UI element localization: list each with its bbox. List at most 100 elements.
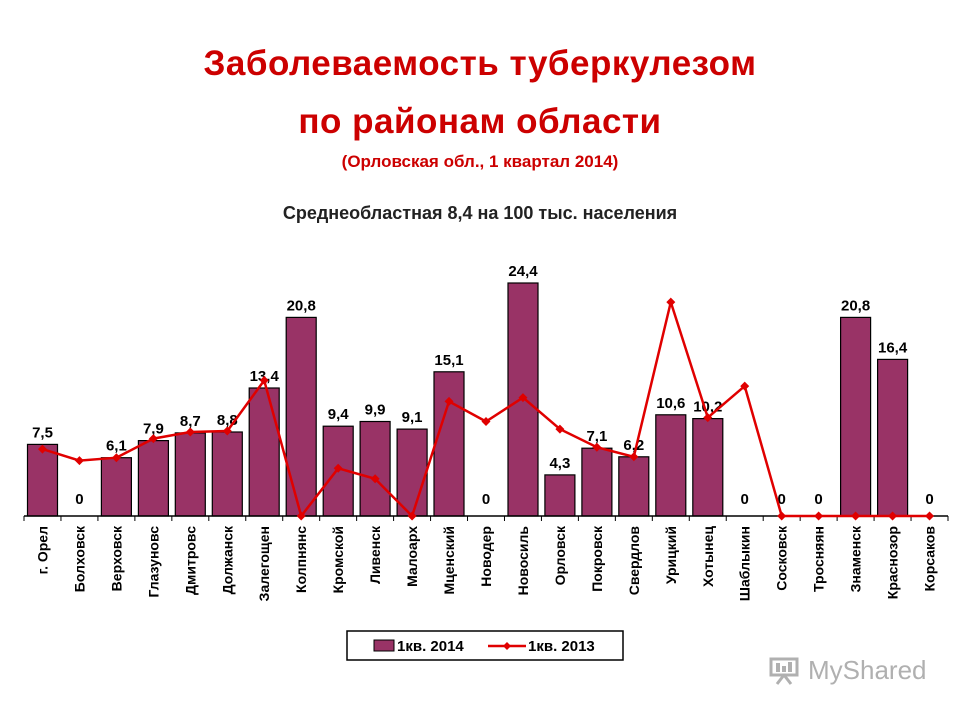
bar <box>137 440 169 517</box>
bar-value-label: 4,3 <box>549 455 570 472</box>
bar-data-labels: 7,506,17,98,78,813,420,89,49,99,115,1024… <box>32 263 934 508</box>
bar <box>876 358 909 517</box>
chart-title-line1: Заболеваемость туберкулезом <box>203 44 757 83</box>
line-point <box>777 511 787 521</box>
x-tick-label: Тросняян <box>811 526 827 592</box>
x-tick-label: Корсаков <box>922 526 938 592</box>
line-point <box>592 442 602 452</box>
line-series-2013 <box>37 297 935 521</box>
bar-value-label: 10,6 <box>656 395 685 412</box>
line-point <box>259 375 269 385</box>
line-point <box>444 396 454 406</box>
watermark: MyShared <box>768 655 927 686</box>
legend: 1кв. 2014 1кв. 2013 <box>346 630 624 661</box>
line-point <box>111 453 121 463</box>
bar <box>655 414 687 517</box>
bar-value-label: 24,4 <box>508 263 538 280</box>
line-point <box>666 297 676 307</box>
bar-value-label: 0 <box>741 491 749 508</box>
line-point <box>814 511 824 521</box>
x-axis-labels: г. Орел Болховск Верховск Глазуновс Дмитровс… <box>34 525 937 601</box>
x-tick-label: Урицкий <box>663 526 679 584</box>
bar-value-label: 7,1 <box>586 428 607 445</box>
x-tick-label: Глазуновс <box>145 526 161 598</box>
watermark-text: MyShared <box>808 655 927 685</box>
x-tick-label: Верховск <box>108 525 124 591</box>
x-tick-label: Должанск <box>219 525 235 594</box>
x-tick-label: Новодер <box>478 526 494 587</box>
x-tick-label: Мценский <box>441 526 457 595</box>
line-point <box>74 456 84 466</box>
line-point <box>851 511 861 521</box>
bar-value-label: 10,2 <box>693 399 722 416</box>
bar-value-label: 9,1 <box>402 409 423 426</box>
presentation-logo-icon <box>769 657 799 685</box>
bar <box>100 457 133 517</box>
bar-series-2014 <box>26 282 909 517</box>
x-tick-label: Залегощен <box>256 526 272 601</box>
bar-value-label: 7,9 <box>143 421 164 438</box>
bar-value-label: 0 <box>814 491 822 508</box>
bar <box>285 316 317 517</box>
line-point <box>703 413 713 423</box>
bar-value-label: 20,8 <box>841 297 870 314</box>
x-tick-label: Малоарх <box>404 526 420 587</box>
x-tick-label: Сосковск <box>774 525 790 591</box>
bar-value-label: 20,8 <box>287 297 316 314</box>
line-point <box>37 444 47 454</box>
x-tick-label: Новосиль <box>515 526 531 596</box>
bar-value-label: 9,4 <box>328 406 350 423</box>
x-tick-label: г. Орел <box>34 526 50 574</box>
x-tick-label: Знаменск <box>848 525 864 592</box>
bar <box>359 420 391 517</box>
legend-swatch-marker <box>503 642 511 650</box>
bar <box>211 431 243 517</box>
bar-value-label: 7,5 <box>32 424 53 441</box>
line-point <box>148 434 158 444</box>
bar <box>581 447 613 517</box>
bar <box>544 474 576 517</box>
bar <box>174 432 206 517</box>
bar <box>618 456 650 517</box>
x-tick-label: Покровск <box>589 525 605 592</box>
bar-value-label: 6,1 <box>106 438 127 455</box>
line-point <box>740 381 750 391</box>
chart-note: Среднеобластная 8,4 на 100 тыс. населени… <box>282 203 678 223</box>
x-tick-label: Кромской <box>330 526 346 593</box>
line-point <box>333 463 343 473</box>
line-point <box>222 426 232 436</box>
x-tick-label: Свердлов <box>626 526 642 596</box>
line-point <box>888 511 898 521</box>
x-tick-label: Краснозор <box>885 526 901 599</box>
legend-label-2013: 1кв. 2013 <box>528 638 595 655</box>
bar-value-label: 0 <box>925 491 933 508</box>
line-point <box>370 474 380 484</box>
legend-label-2014: 1кв. 2014 <box>397 638 464 655</box>
bar <box>26 443 59 517</box>
bar-value-label: 0 <box>482 491 490 508</box>
bar-value-label: 8,7 <box>180 413 201 430</box>
x-tick-label: Орловск <box>552 525 568 585</box>
chart-title-line2: по районам области <box>298 102 662 141</box>
line-point <box>296 511 306 521</box>
line-point <box>185 427 195 437</box>
bar <box>396 428 428 517</box>
bar <box>692 418 724 517</box>
bar-value-label: 16,4 <box>878 339 908 356</box>
line-point <box>481 416 491 426</box>
bar <box>248 387 280 517</box>
bar <box>839 316 872 517</box>
bar-value-label: 0 <box>778 491 786 508</box>
bar-value-label: 0 <box>75 491 83 508</box>
bar-value-label: 6,2 <box>623 437 644 454</box>
legend-swatch-bar <box>373 639 395 652</box>
x-tick-label: Хотынец <box>700 526 716 587</box>
line-point <box>925 511 935 521</box>
bar-value-label: 9,9 <box>365 402 386 419</box>
line-point <box>555 424 565 434</box>
bar-value-label: 15,1 <box>434 352 463 369</box>
line-point <box>407 511 417 521</box>
bar <box>433 371 465 517</box>
line-point <box>518 393 528 403</box>
